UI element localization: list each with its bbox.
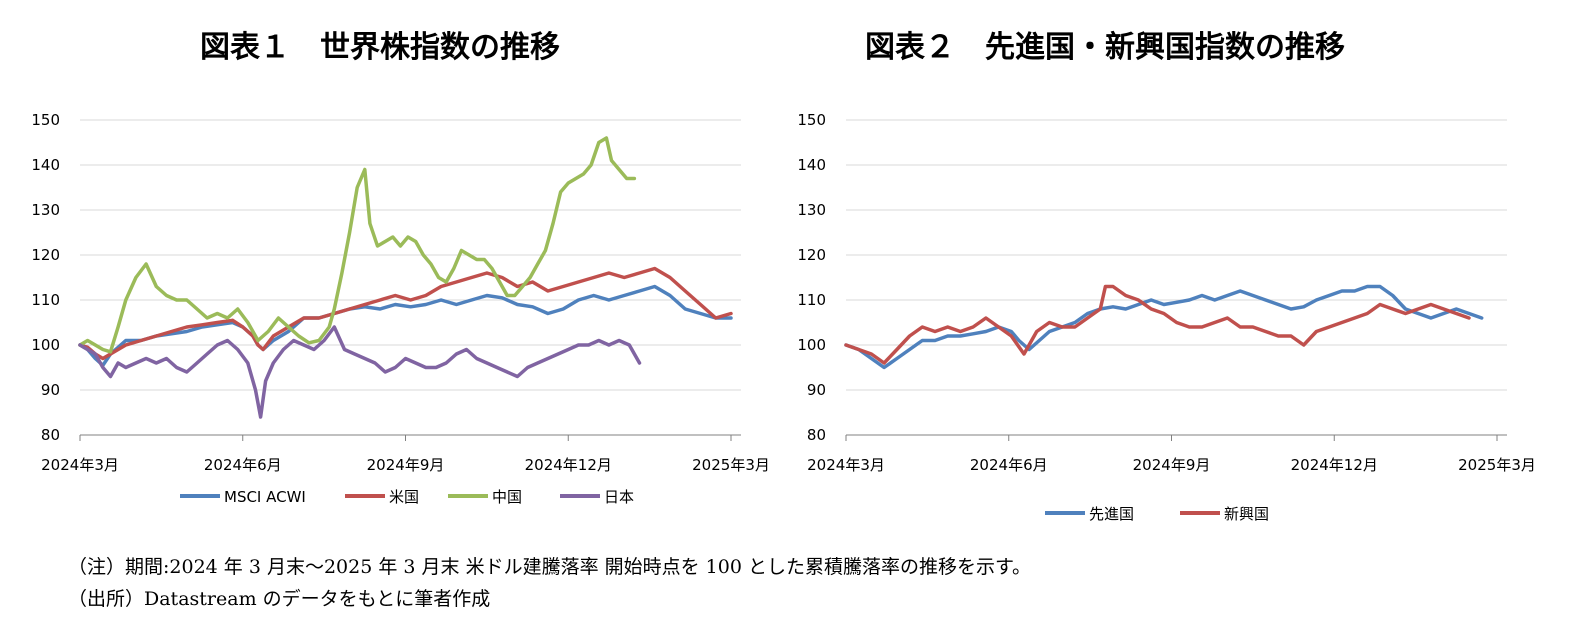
series-line-1 <box>844 284 1471 365</box>
legend-label: MSCI ACWI <box>224 488 306 506</box>
x-tick-label: 2024年12月 <box>525 456 612 474</box>
y-tick-label: 150 <box>31 111 60 129</box>
x-tick-label: 2025年3月 <box>1458 456 1536 474</box>
y-tick-label: 110 <box>31 291 60 309</box>
y-tick-label: 140 <box>31 156 60 174</box>
series-line-0 <box>78 284 733 368</box>
series-line-0 <box>844 284 1484 370</box>
y-tick-label: 90 <box>41 381 60 399</box>
y-tick-label: 80 <box>807 426 826 444</box>
y-tick-label: 120 <box>31 246 60 264</box>
y-tick-label: 130 <box>31 201 60 219</box>
legend-label: 先進国 <box>1089 505 1134 523</box>
x-tick-label: 2024年12月 <box>1291 456 1378 474</box>
chart2-title: 図表２ 先進国・新興国指数の推移 <box>865 30 1345 65</box>
y-tick-label: 150 <box>797 111 826 129</box>
x-tick-label: 2025年3月 <box>692 456 770 474</box>
footnote-period: （注）期間:2024 年 3 月末～2025 年 3 月末 米ドル建騰落率 開始… <box>68 556 1032 578</box>
legend-label: 米国 <box>389 488 419 506</box>
y-tick-label: 130 <box>797 201 826 219</box>
series-line-2 <box>78 136 637 354</box>
y-tick-label: 80 <box>41 426 60 444</box>
chart1-title: 図表１ 世界株指数の推移 <box>200 30 560 65</box>
legend-label: 中国 <box>492 488 522 506</box>
y-tick-label: 120 <box>797 246 826 264</box>
x-tick-label: 2024年9月 <box>367 456 445 474</box>
x-tick-label: 2024年3月 <box>41 456 119 474</box>
y-tick-label: 100 <box>797 336 826 354</box>
y-tick-label: 140 <box>797 156 826 174</box>
series-line-1 <box>78 266 733 361</box>
x-tick-label: 2024年6月 <box>204 456 282 474</box>
y-tick-label: 110 <box>797 291 826 309</box>
legend-label: 新興国 <box>1224 505 1269 523</box>
x-tick-label: 2024年9月 <box>1133 456 1211 474</box>
x-tick-label: 2024年3月 <box>807 456 885 474</box>
legend-label: 日本 <box>604 488 634 506</box>
series-line-3 <box>78 325 642 419</box>
y-tick-label: 100 <box>31 336 60 354</box>
footnote-source: （出所）Datastream のデータをもとに筆者作成 <box>68 588 491 610</box>
y-tick-label: 90 <box>807 381 826 399</box>
x-tick-label: 2024年6月 <box>970 456 1048 474</box>
